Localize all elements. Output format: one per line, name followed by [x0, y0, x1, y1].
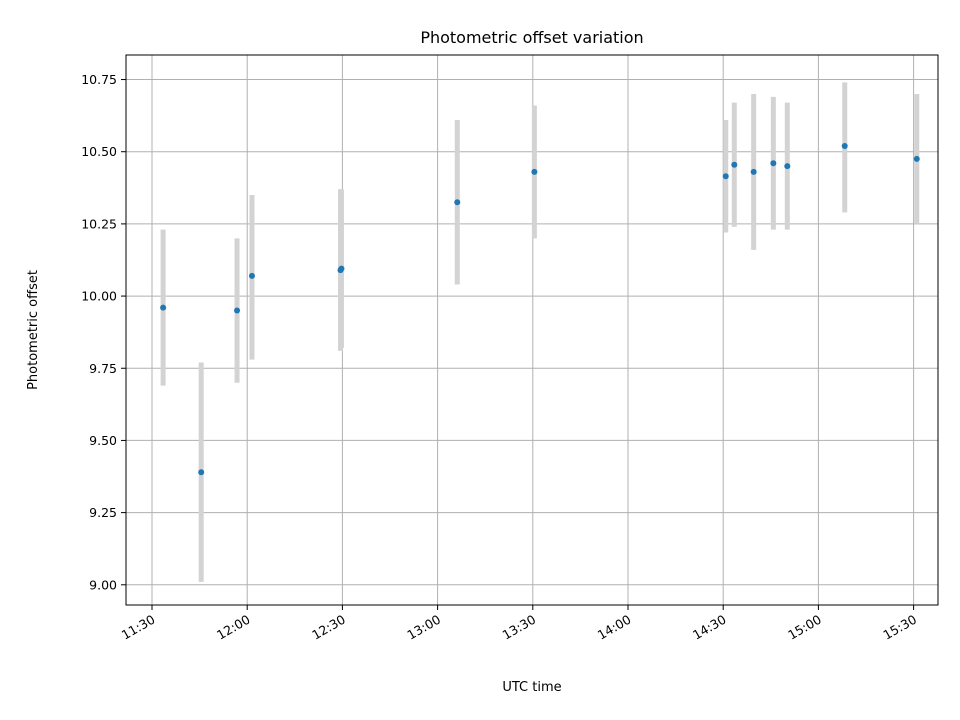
x-tick-label: 12:30 — [309, 612, 348, 643]
data-point — [731, 161, 738, 168]
x-tick-label: 12:00 — [214, 612, 253, 643]
x-axis-label: UTC time — [502, 680, 561, 695]
y-tick-label: 10.00 — [81, 289, 117, 304]
plot-frame — [125, 54, 939, 606]
data-point — [338, 265, 345, 272]
data-point — [913, 155, 920, 162]
y-tick-label: 10.25 — [81, 216, 117, 231]
y-tick-label: 10.75 — [81, 72, 117, 87]
y-axis-label: Photometric offset — [26, 270, 41, 390]
data-point — [784, 163, 791, 170]
errorbar-layer — [160, 82, 920, 582]
x-tick-label: 15:00 — [785, 612, 824, 643]
marker-layer — [160, 142, 920, 476]
data-point — [248, 272, 255, 279]
data-point — [454, 199, 461, 206]
x-tick-label: 15:30 — [880, 612, 919, 643]
x-tick-label: 13:00 — [404, 612, 443, 643]
data-point — [770, 160, 777, 167]
data-point — [160, 304, 167, 311]
x-tick-label: 14:00 — [595, 612, 634, 643]
y-tick-label: 9.75 — [89, 361, 117, 376]
data-point — [198, 469, 205, 476]
data-point — [722, 173, 729, 180]
data-point — [234, 307, 241, 314]
chart-title: Photometric offset variation — [420, 28, 643, 47]
data-point — [841, 142, 848, 149]
data-point — [750, 168, 757, 175]
x-tick-label: 13:30 — [500, 612, 539, 643]
grid-layer — [126, 55, 938, 605]
data-point — [531, 168, 538, 175]
x-tick-label: 11:30 — [119, 612, 158, 643]
tick-layer: 11:30 12:00 12:30 13:00 13:30 14:00 14:30 15:00… — [81, 72, 919, 643]
y-tick-label: 9.00 — [89, 577, 117, 592]
y-tick-label: 10.50 — [81, 144, 117, 159]
y-tick-label: 9.50 — [89, 433, 117, 448]
y-tick-label: 9.25 — [89, 505, 117, 520]
x-tick-label: 14:30 — [690, 612, 729, 643]
